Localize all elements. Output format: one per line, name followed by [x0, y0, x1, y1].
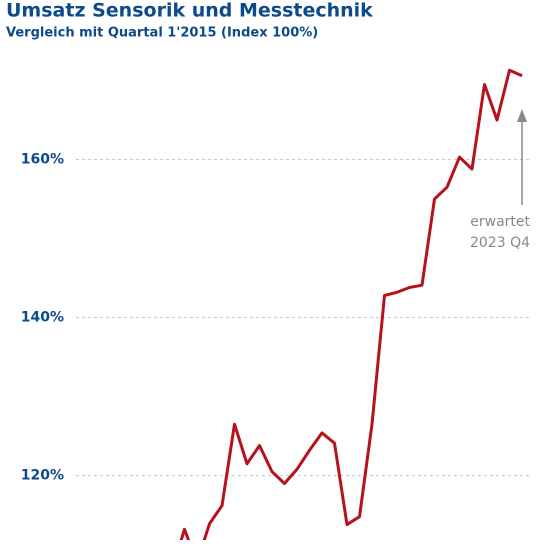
chart-title: Umsatz Sensorik und Messtechnik — [6, 0, 373, 22]
plot — [179, 68, 523, 540]
annotation: 2023 Q4 — [470, 235, 530, 251]
grid: 120% 140% 160% — [21, 152, 530, 484]
arrow-head — [517, 109, 527, 122]
y-tick-label: 140% — [21, 310, 64, 326]
y-tick-label: 120% — [21, 468, 64, 484]
y-tick-label: 160% — [21, 152, 64, 168]
annotation: erwartet — [470, 214, 530, 230]
chart-subtitle: Vergleich mit Quartal 1'2015 (Index 100%… — [6, 26, 318, 41]
data-line — [179, 68, 523, 540]
